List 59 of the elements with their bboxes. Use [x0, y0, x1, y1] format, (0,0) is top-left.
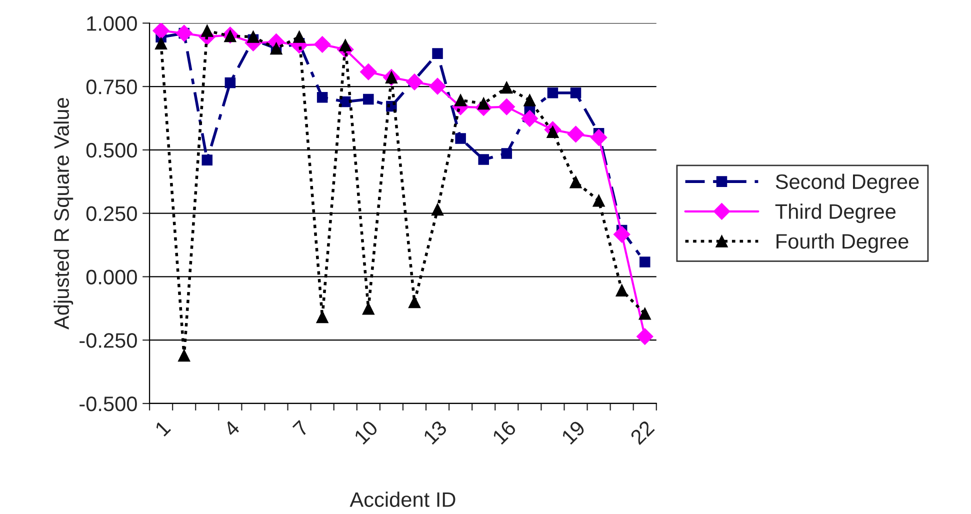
y-tick-label: 0.500 [86, 142, 137, 158]
point [636, 328, 654, 345]
point [178, 349, 190, 362]
point [547, 87, 558, 98]
y-tick-label: -0.500 [80, 396, 137, 412]
point [406, 74, 423, 90]
point [524, 94, 536, 106]
point [201, 24, 214, 37]
point [616, 284, 628, 296]
point [570, 87, 582, 98]
point [570, 176, 582, 188]
point [567, 126, 584, 143]
y-tick-label: 1.000 [87, 16, 137, 31]
point [431, 203, 444, 216]
point [638, 308, 651, 320]
x-tick-label: 13 [422, 420, 448, 445]
y-tick-label: -0.250 [80, 333, 137, 348]
point [501, 148, 512, 159]
point [224, 77, 236, 88]
point [316, 310, 328, 324]
point [432, 48, 443, 59]
point [454, 94, 467, 106]
point [455, 133, 466, 144]
legend-label: Second Degree [776, 174, 919, 194]
point [590, 129, 608, 146]
y-tick-label: 0.750 [86, 80, 137, 94]
point [293, 30, 306, 43]
point [363, 94, 374, 105]
point [639, 256, 650, 268]
point [316, 92, 328, 103]
y-tick-label: 0.250 [86, 206, 137, 222]
point [154, 37, 168, 50]
point [592, 194, 605, 207]
point [176, 24, 192, 42]
x-tick-label: 19 [560, 420, 586, 445]
point [408, 296, 421, 308]
point [152, 23, 170, 40]
point [478, 154, 489, 165]
x-tick-label: 16 [492, 420, 517, 445]
x-tick-label: 7 [292, 420, 310, 437]
legend-label: Third Degree [775, 204, 896, 224]
point [360, 63, 377, 80]
x-tick-label: 22 [630, 420, 655, 446]
y-axis-title: Adjusted R Square Value [54, 98, 74, 330]
point [429, 78, 446, 95]
x-axis-title: Accident ID [350, 492, 456, 507]
point [498, 98, 516, 116]
point [202, 154, 213, 166]
y-tick-label: 0.000 [86, 270, 137, 284]
point [362, 302, 374, 315]
point [521, 110, 538, 127]
point [500, 81, 513, 94]
point [314, 36, 331, 53]
x-tick-label: 1 [154, 420, 172, 436]
point [247, 30, 260, 43]
point [613, 226, 630, 243]
legend-label: Fourth Degree [776, 233, 908, 253]
x-tick-label: 10 [354, 420, 379, 445]
x-tick-label: 4 [222, 420, 240, 438]
